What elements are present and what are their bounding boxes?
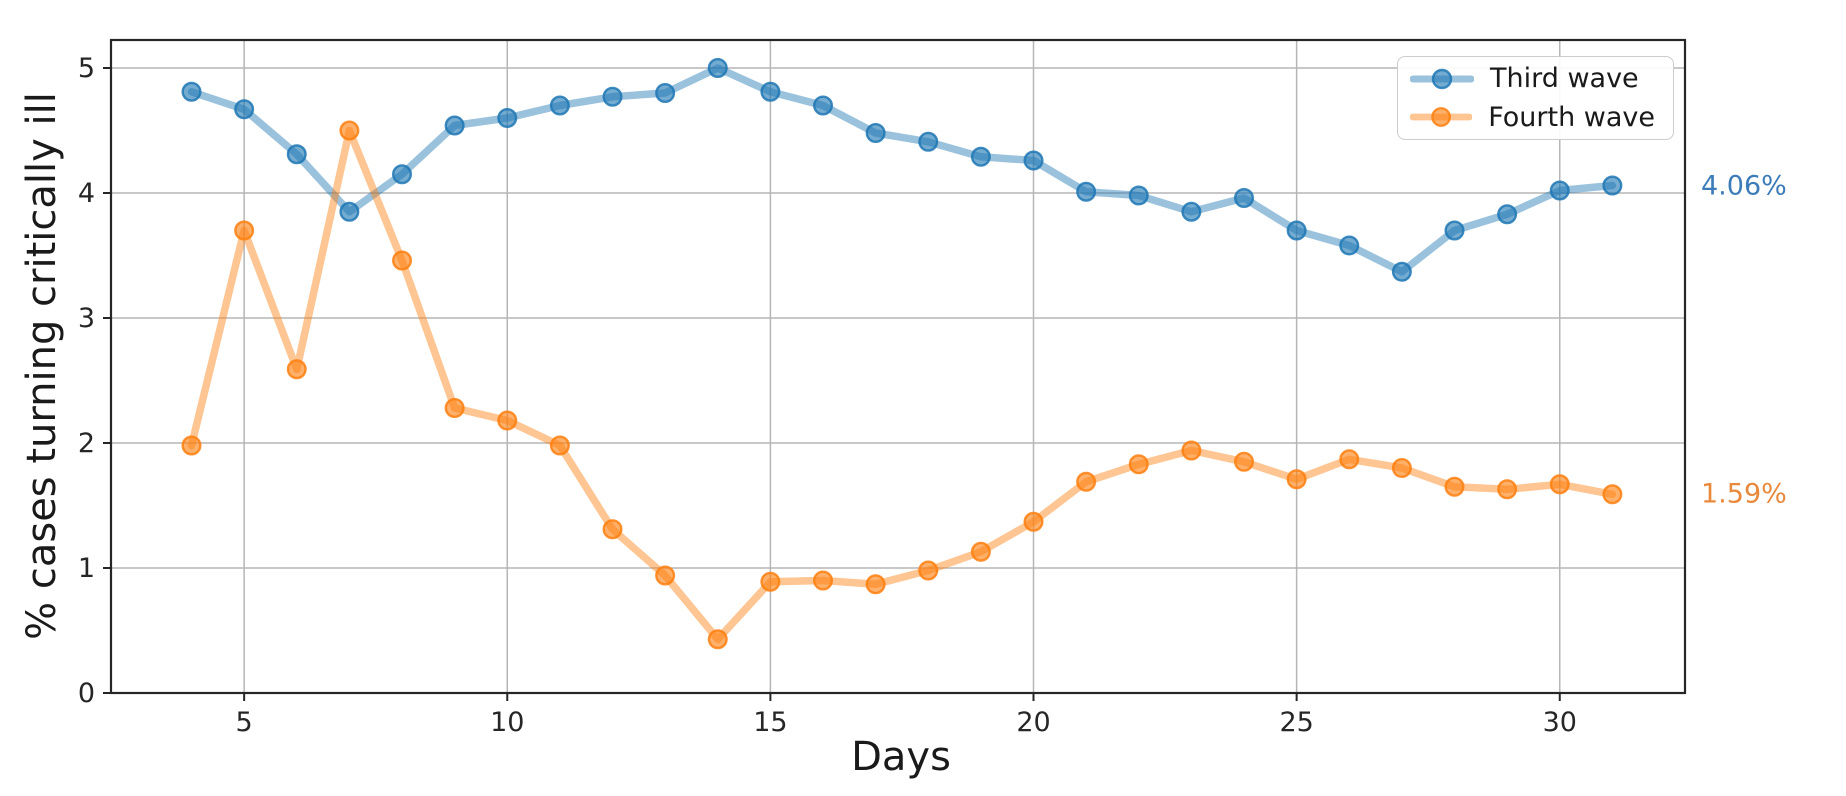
data-point-marker [1286, 469, 1307, 490]
legend-label: Fourth wave [1488, 101, 1655, 133]
data-point-marker [918, 560, 939, 581]
data-point-marker [655, 565, 676, 586]
data-point-marker [707, 58, 728, 79]
data-point-marker [865, 574, 886, 595]
data-point-marker [392, 250, 413, 271]
data-point-marker [602, 519, 623, 540]
data-point-marker [1602, 484, 1623, 505]
x-tick-label: 30 [1543, 707, 1577, 738]
legend-item-fourth-wave: Fourth wave [1410, 101, 1655, 133]
x-axis-label: Days [851, 734, 951, 780]
x-tick-label: 25 [1279, 707, 1313, 738]
data-point-marker [813, 570, 834, 591]
fourth-wave-line-marker-icon [1410, 107, 1473, 128]
data-point-marker [181, 435, 202, 456]
data-point-marker [549, 435, 570, 456]
ticks: 5 10 15 20 25 30 0 1 2 3 4 5 [78, 53, 1577, 738]
axes-frame [109, 38, 1687, 695]
data-point-marker [970, 541, 991, 562]
data-point-marker [497, 107, 518, 128]
data-point-marker [1076, 181, 1097, 202]
data-point-marker [234, 99, 255, 120]
legend-item-third-wave: Third wave [1410, 64, 1655, 94]
data-point-marker [1497, 204, 1518, 225]
data-point-marker [760, 81, 781, 102]
data-point-marker [1391, 458, 1412, 479]
data-point-marker [1497, 479, 1518, 500]
data-point-marker [1181, 440, 1202, 461]
data-point-marker [1549, 180, 1570, 201]
data-point-marker [339, 120, 360, 141]
annotation-third-wave-final-value: 4.06% [1701, 170, 1787, 201]
data-point-marker [1023, 511, 1044, 532]
data-point-marker [1391, 261, 1412, 282]
data-point-marker [1602, 175, 1623, 196]
annotation-fourth-wave-final-value: 1.59% [1701, 478, 1787, 510]
x-tick-label: 20 [1016, 707, 1050, 738]
data-point-marker [1076, 471, 1097, 492]
y-tick-label: 5 [78, 53, 95, 84]
series-third-wave [181, 58, 1623, 282]
data-point-marker [181, 81, 202, 102]
data-point-marker [1234, 187, 1255, 208]
y-tick-label: 3 [78, 303, 95, 334]
x-tick-label: 5 [236, 707, 253, 738]
data-point-marker [1234, 451, 1255, 472]
data-point-marker [865, 122, 886, 143]
data-point-marker [234, 220, 255, 241]
y-axis-label: % cases turning critically ill [19, 92, 65, 640]
y-tick-label: 2 [78, 428, 95, 459]
data-point-marker [286, 144, 307, 165]
y-tick-label: 1 [78, 553, 95, 584]
data-point-marker [339, 201, 360, 222]
series-line [187, 126, 1617, 644]
data-point-marker [1339, 449, 1360, 470]
data-point-marker [1549, 474, 1570, 495]
third-wave-line-marker-icon [1410, 68, 1474, 89]
x-tick-label: 15 [753, 707, 787, 738]
y-tick-label: 4 [78, 178, 95, 209]
data-point-marker [392, 164, 413, 185]
legend: Third wave Fourth wave [1397, 56, 1674, 140]
data-point-marker [1286, 220, 1307, 241]
data-point-marker [1128, 454, 1149, 475]
data-point-marker [970, 146, 991, 167]
data-point-marker [497, 410, 518, 431]
grid [111, 40, 1685, 693]
data-point-marker [1444, 220, 1465, 241]
series-fourth-wave [181, 120, 1623, 650]
data-point-marker [918, 131, 939, 152]
data-point-marker [1444, 476, 1465, 497]
data-point-marker [655, 82, 676, 103]
series-line [187, 64, 1617, 276]
data-point-marker [286, 359, 307, 380]
legend-label: Third wave [1490, 62, 1639, 94]
data-point-marker [1339, 235, 1360, 256]
data-point-marker [1181, 201, 1202, 222]
data-point-marker [444, 398, 465, 419]
data-point-marker [760, 571, 781, 592]
data-point-marker [1128, 185, 1149, 206]
data-point-marker [602, 86, 623, 107]
y-tick-label: 0 [78, 678, 95, 709]
data-point-marker [1023, 150, 1044, 171]
data-point-marker [813, 95, 834, 116]
data-point-marker [549, 95, 570, 116]
data-point-marker [707, 629, 728, 650]
x-tick-label: 10 [490, 707, 524, 738]
data-point-marker [444, 115, 465, 136]
